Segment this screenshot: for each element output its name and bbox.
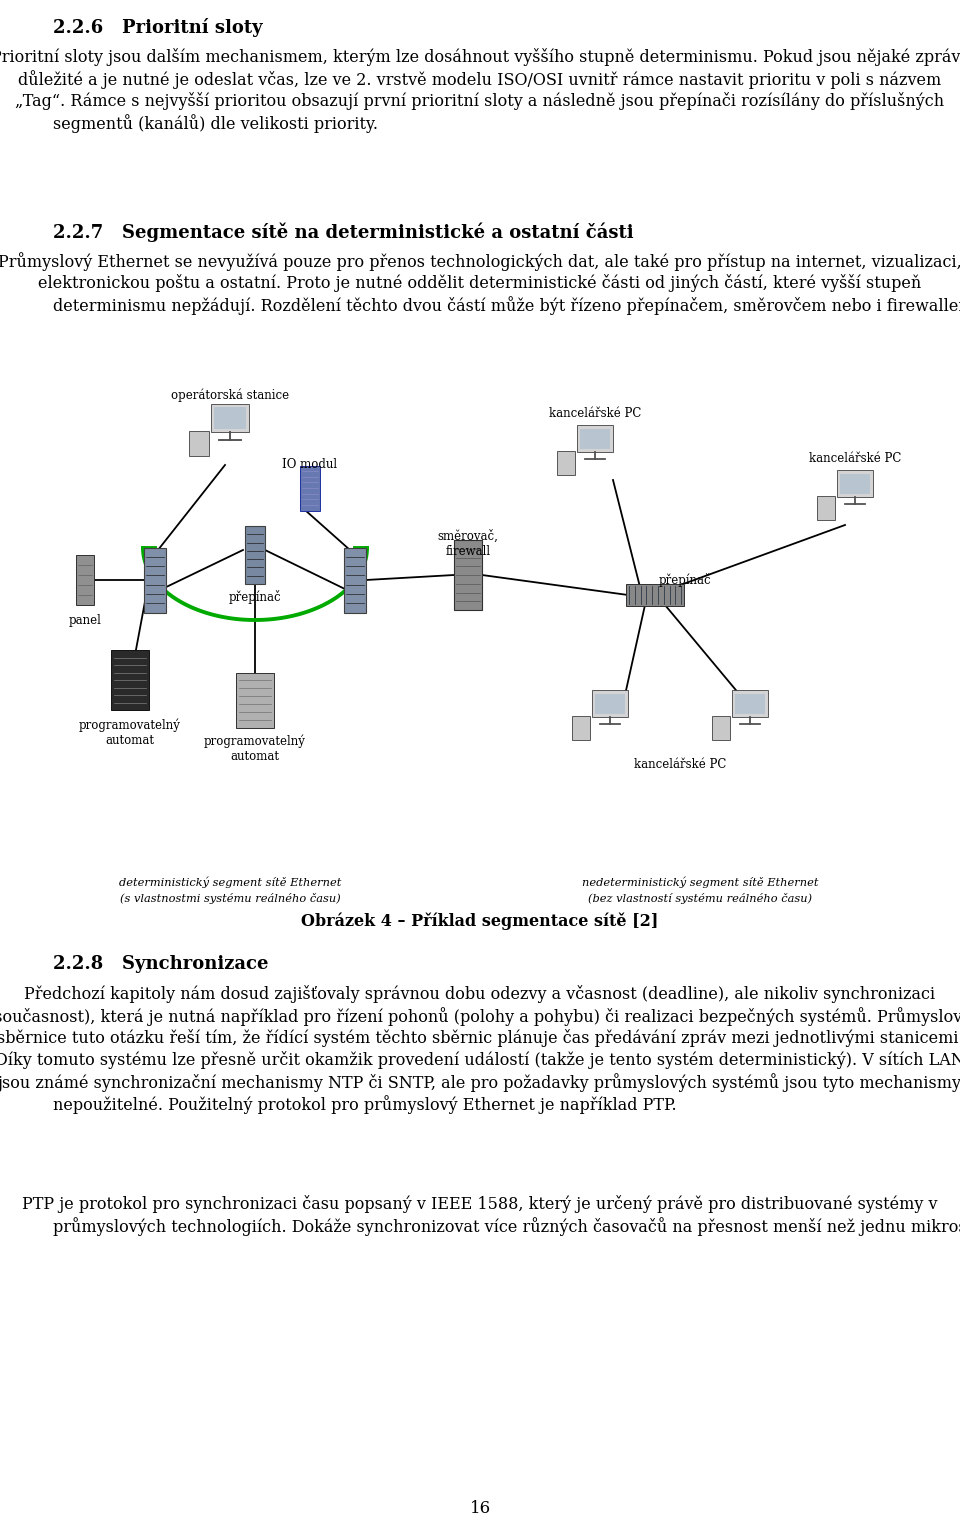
Text: IO modul: IO modul xyxy=(282,458,338,470)
Bar xyxy=(626,584,684,607)
Text: důležité a je nutné je odeslat včas, lze ve 2. vrstvě modelu ISO/OSI uvnitř rámc: důležité a je nutné je odeslat včas, lze… xyxy=(18,70,942,89)
Bar xyxy=(577,426,612,452)
Bar xyxy=(214,408,246,429)
Text: Prioritní sloty jsou dalším mechanismem, kterým lze dosáhnout vyššího stupně det: Prioritní sloty jsou dalším mechanismem,… xyxy=(0,47,960,66)
Bar xyxy=(245,525,265,584)
Bar xyxy=(595,694,625,714)
Text: kancelářské PC: kancelářské PC xyxy=(809,452,901,466)
Bar xyxy=(732,691,768,717)
Text: (bez vlastností systému reálného času): (bez vlastností systému reálného času) xyxy=(588,893,812,904)
Bar xyxy=(300,466,320,510)
Text: operátorská stanice: operátorská stanice xyxy=(171,389,289,403)
Bar xyxy=(557,450,575,475)
Bar xyxy=(580,429,611,449)
Text: sběrnice tuto otázku řeší tím, že řídící systém těchto sběrnic plánuje čas předá: sběrnice tuto otázku řeší tím, že řídící… xyxy=(0,1030,960,1046)
Text: determinismu nepžádují. Rozdělení těchto dvou částí může být řízeno přepínačem, : determinismu nepžádují. Rozdělení těchto… xyxy=(53,296,960,316)
Bar xyxy=(454,539,482,610)
Text: Díky tomuto systému lze přesně určit okamžik provedení událostí (takže je tento : Díky tomuto systému lze přesně určit oka… xyxy=(0,1051,960,1069)
Text: 2.2.7   Segmentace sítě na deterministické a ostatní části: 2.2.7 Segmentace sítě na deterministické… xyxy=(53,222,634,242)
Text: PTP je protokol pro synchronizaci času popsaný v IEEE 1588, který je určený práv: PTP je protokol pro synchronizaci času p… xyxy=(22,1195,938,1213)
Text: směrovač,
firewall: směrovač, firewall xyxy=(438,530,498,558)
Text: elektronickou poštu a ostatní. Proto je nutné oddělit deterministické části od j: elektronickou poštu a ostatní. Proto je … xyxy=(38,274,922,293)
Bar xyxy=(592,691,628,717)
Bar xyxy=(144,547,166,613)
Text: (současnost), která je nutná například pro řízení pohonů (polohy a pohybu) či re: (současnost), která je nutná například p… xyxy=(0,1007,960,1026)
Text: segmentů (kanálů) dle velikosti priority.: segmentů (kanálů) dle velikosti priority… xyxy=(53,113,378,133)
Text: 2.2.8   Synchronizace: 2.2.8 Synchronizace xyxy=(53,954,269,973)
Text: 16: 16 xyxy=(469,1500,491,1517)
Bar xyxy=(76,555,94,605)
Bar xyxy=(837,470,873,498)
Text: (s vlastnostmi systému reálného času): (s vlastnostmi systému reálného času) xyxy=(120,893,341,904)
Text: panel: panel xyxy=(68,614,102,627)
Bar xyxy=(344,547,366,613)
Text: průmyslových technologiích. Dokáže synchronizovat více různých časovačů na přesn: průmyslových technologiích. Dokáže synch… xyxy=(53,1216,960,1236)
Bar xyxy=(111,650,149,709)
Bar xyxy=(572,715,590,740)
Bar xyxy=(236,673,274,728)
Text: Obrázek 4 – Příklad segmentace sítě [2]: Obrázek 4 – Příklad segmentace sítě [2] xyxy=(301,912,659,930)
Text: Předchozí kapitoly nám dosud zajišťovaly správnou dobu odezvy a včasnost (deadli: Předchozí kapitoly nám dosud zajišťovaly… xyxy=(24,985,936,1003)
Text: 2.2.6   Prioritní sloty: 2.2.6 Prioritní sloty xyxy=(53,18,263,37)
Bar xyxy=(840,473,870,493)
Bar xyxy=(734,694,765,714)
Text: deterministický segment sítě Ethernet: deterministický segment sítě Ethernet xyxy=(119,876,341,889)
Text: „Tag“. Rámce s nejvyšší prioritou obsazují první prioritní sloty a následně jsou: „Tag“. Rámce s nejvyšší prioritou obsazu… xyxy=(15,92,945,110)
Text: kancelářské PC: kancelářské PC xyxy=(549,408,641,420)
Bar xyxy=(817,496,835,519)
Bar xyxy=(711,715,731,740)
Bar xyxy=(189,430,209,455)
Text: Průmyslový Ethernet se nevyužívá pouze pro přenos technologických dat, ale také : Průmyslový Ethernet se nevyužívá pouze p… xyxy=(0,251,960,271)
Text: přepínač: přepínač xyxy=(228,590,281,604)
Text: programovatelný
automat: programovatelný automat xyxy=(204,735,306,763)
Bar xyxy=(211,403,249,432)
Text: jsou známé synchronizační mechanismy NTP či SNTP, ale pro požadavky průmyslových: jsou známé synchronizační mechanismy NTP… xyxy=(0,1072,960,1092)
Text: nepoužitelné. Použitelný protokol pro průmyslový Ethernet je například PTP.: nepoužitelné. Použitelný protokol pro pr… xyxy=(53,1095,677,1114)
Text: přepínač: přepínač xyxy=(659,573,711,587)
Text: kancelářské PC: kancelářské PC xyxy=(634,758,726,771)
Text: programovatelný
automat: programovatelný automat xyxy=(79,719,180,746)
Text: nedeterministický segment sítě Ethernet: nedeterministický segment sítě Ethernet xyxy=(582,876,818,889)
